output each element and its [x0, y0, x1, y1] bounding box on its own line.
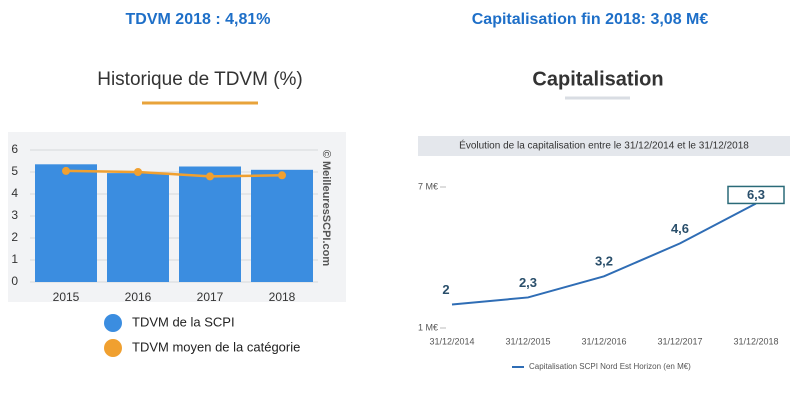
y-tick-label: 6 [11, 142, 18, 156]
y-tick-label: 5 [11, 164, 18, 178]
headline: Capitalisation fin 2018: 3,08 M€ [472, 11, 709, 28]
bar [179, 166, 241, 282]
watermark: © MeilleuresSCPI.com [320, 150, 332, 267]
x-tick-label: 31/12/2015 [505, 336, 550, 346]
y-tick-label: 7 M€ [418, 181, 438, 191]
x-tick-label: 2017 [197, 290, 224, 304]
x-tick-label: 31/12/2014 [429, 336, 474, 346]
legend-label: TDVM de la SCPI [132, 314, 235, 329]
y-tick-label: 3 [11, 208, 18, 222]
legend-label: Capitalisation SCPI Nord Est Horizon (en… [529, 362, 691, 371]
x-tick-label: 31/12/2016 [581, 336, 626, 346]
y-tick-label: 2 [11, 230, 18, 244]
y-tick-label: 1 [11, 252, 18, 266]
data-label: 6,3 [747, 187, 765, 202]
x-tick-label: 2016 [125, 290, 152, 304]
bar [35, 164, 97, 282]
data-label: 2,3 [519, 275, 537, 290]
chart-subtitle: Évolution de la capitalisation entre le … [459, 139, 749, 152]
data-label: 3,2 [595, 254, 613, 269]
x-tick-label: 2015 [53, 290, 80, 304]
label-box [727, 185, 785, 205]
bar [251, 169, 313, 282]
chart-title: Historique de TDVM (%) [97, 69, 303, 90]
bar [107, 173, 169, 282]
x-tick-label: 31/12/2018 [733, 336, 778, 346]
headline: TDVM 2018 : 4,81% [126, 11, 271, 28]
y-tick-label: 1 M€ [418, 322, 438, 332]
line-point [62, 166, 70, 175]
legend-swatch [104, 339, 122, 357]
legend-label: TDVM moyen de la catégorie [132, 339, 300, 354]
x-tick-label: 31/12/2017 [657, 336, 702, 346]
data-label: 2 [442, 282, 449, 297]
subtitle-banner [418, 136, 790, 156]
line [451, 202, 757, 306]
line-point [134, 168, 142, 176]
y-tick-label: 4 [11, 186, 18, 200]
x-tick-label: 2018 [269, 290, 296, 304]
y-tick-label: 0 [11, 274, 18, 288]
chart-title: Capitalisation [532, 68, 663, 90]
line-point [278, 171, 286, 180]
data-label: 4,6 [671, 221, 689, 236]
line-point [206, 172, 214, 181]
legend-swatch [104, 314, 122, 332]
line [65, 169, 283, 178]
